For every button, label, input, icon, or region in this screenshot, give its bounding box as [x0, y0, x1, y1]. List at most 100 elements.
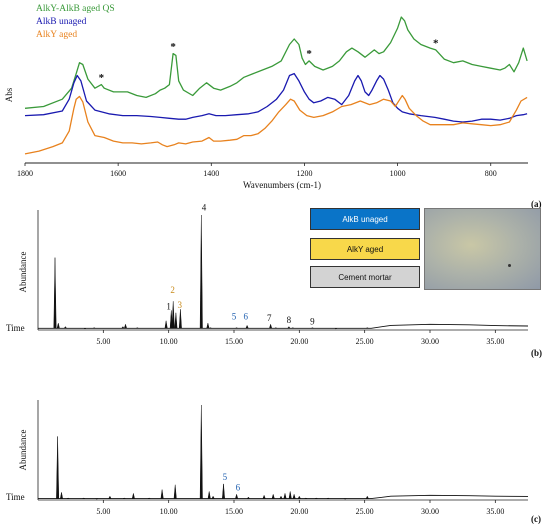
panel-b-peak-19	[274, 327, 278, 329]
panel-c-peak-13	[211, 495, 215, 499]
panel-b-peak-0	[53, 257, 57, 329]
panel-c-peak-23	[297, 495, 301, 499]
panel-b-peak-label-7: 8	[287, 315, 292, 325]
panel-c-tick-label-0: 5.00	[96, 507, 110, 516]
panel-c-tick-label-5: 30.00	[421, 507, 439, 516]
panel-b-tick-label-4: 25.00	[356, 337, 374, 346]
panel-b-peak-24	[365, 327, 369, 329]
panel-b-peak-label-0: 1	[166, 301, 171, 311]
panel-b-trace	[38, 214, 529, 330]
panel-a-asterisk-1: *	[170, 41, 176, 53]
panel-c-peak-1	[59, 492, 64, 499]
panel-c-peak-19	[279, 495, 283, 499]
panel-c-peak-5	[108, 495, 112, 499]
panel-b-tick-label-3: 20.00	[290, 337, 308, 346]
panel-c-peak-20	[283, 493, 287, 499]
panel-c-peak-9	[160, 489, 164, 499]
panel-b-tick-label-1: 10.00	[160, 337, 178, 346]
panel-c-tick-label-3: 20.00	[290, 507, 308, 516]
panel-c-peak-11	[199, 404, 203, 499]
panel-b-peak-11	[174, 312, 178, 329]
panel-c-peak-22	[292, 493, 296, 499]
panel-c-tick-label-1: 10.00	[160, 507, 178, 516]
panel-c-peak-16	[246, 496, 251, 499]
panel-b-label: (b)	[531, 348, 542, 358]
panel-a-tick-label-5: 800	[485, 169, 497, 178]
panel-c-peak-28	[365, 495, 369, 499]
panel-a-tick-label-4: 1000	[390, 169, 406, 178]
panel-c-peak-7	[131, 493, 135, 499]
panel-c-peak-18	[271, 493, 275, 499]
panel-b-peak-4	[92, 327, 96, 329]
panel-a-asterisk-2: *	[306, 48, 312, 60]
panel-b-peak-label-2: 3	[178, 300, 183, 310]
panel-c-tick-label-6: 35.00	[486, 507, 504, 516]
panel-a-series-1	[24, 72, 528, 123]
panel-a: 1800 1600 1400 1200 1000 800 * * * * Abs Wavenum…	[4, 4, 542, 209]
panel-a-annotations: * * * *	[99, 37, 439, 84]
panel-b-peak-20	[287, 326, 291, 329]
panel-c-tick-label-4: 25.00	[356, 507, 374, 516]
panel-c-peak-17	[262, 494, 266, 499]
panel-b-peak-8	[164, 320, 168, 329]
panel-b-peak-16	[235, 327, 238, 329]
panel-c-xlabel: Time	[6, 492, 25, 502]
panel-b-peak-13	[199, 214, 203, 329]
legend-b-cement-mortar: Cement mortar	[310, 266, 420, 288]
panel-b-peak-15	[209, 327, 212, 329]
panel-b-peak-12	[178, 309, 182, 329]
panel-b-tick-label-2: 15.00	[225, 337, 243, 346]
panel-c-peak-4	[95, 498, 99, 500]
panel-c-peak-0	[56, 436, 60, 499]
panel-b-peak-label-5: 6	[244, 312, 249, 322]
panel-c-peak-14	[222, 483, 225, 499]
panel-c-peak-label-0: 5	[223, 472, 228, 482]
panel-b-peak-7	[135, 327, 139, 329]
panel-b-peak-label-3: 4	[202, 202, 207, 212]
panel-b-peak-23	[334, 328, 338, 330]
legend-a-0: AlkY-AlkB aged QS	[36, 4, 115, 14]
legend-b-alky-aged: AlkY aged	[310, 238, 420, 260]
panel-b-xlabel: Time	[6, 323, 25, 333]
panel-a-xlabel: Wavenumbers (cm-1)	[243, 180, 321, 190]
panel-c-peak-12	[207, 491, 211, 499]
sample-photo	[424, 208, 541, 290]
panel-a-asterisk-3: *	[433, 37, 439, 49]
panel-b-peak-label-8: 9	[310, 316, 315, 326]
panel-b-peak-2	[63, 326, 68, 329]
panel-b-peak-18	[269, 323, 273, 329]
panel-a-series-0	[24, 16, 528, 109]
legend-a-1: AlkB unaged	[36, 17, 87, 27]
panel-a-series-2	[24, 94, 528, 155]
panel-a-tick-label-2: 1400	[203, 169, 219, 178]
panel-a-asterisk-0: *	[99, 72, 105, 84]
panel-c-baseline	[38, 494, 529, 500]
panel-b: 5.00 10.00 15.00 20.00 25.00 30.00 35.00 12345…	[6, 202, 542, 358]
panel-b-peak-label-1: 2	[170, 285, 175, 295]
panel-c-label: (c)	[531, 514, 541, 524]
panel-a-tick-label-3: 1200	[296, 169, 312, 178]
panel-a-x-ticks: 1800 1600 1400 1200 1000 800	[17, 163, 497, 178]
panel-a-tick-label-1: 1600	[110, 169, 126, 178]
panel-b-tick-label-0: 5.00	[96, 337, 110, 346]
panel-c-peak-10	[173, 484, 177, 499]
panel-b-x-ticks: 5.00 10.00 15.00 20.00 25.00 30.00 35.00	[96, 330, 504, 346]
panel-b-peak-label-4: 5	[232, 312, 237, 322]
panel-c: 5.00 10.00 15.00 20.00 25.00 30.00 35.00 56 Ab…	[6, 400, 541, 524]
panel-c-ylabel: Abundance	[18, 430, 28, 471]
panel-b-peak-1	[56, 323, 60, 329]
panel-a-ylabel: Abs	[4, 87, 14, 102]
panel-a-tick-label-0: 1800	[17, 169, 33, 178]
legend-b-alkb-unaged: AlkB unaged	[310, 208, 420, 230]
panel-b-peak-9	[169, 310, 173, 329]
panel-c-x-ticks: 5.00 10.00 15.00 20.00 25.00 30.00 35.00	[96, 500, 504, 516]
panel-b-tick-label-6: 35.00	[486, 337, 504, 346]
panel-a-series	[24, 16, 528, 155]
panel-c-peak-21	[288, 491, 292, 499]
panel-b-baseline	[38, 323, 529, 329]
panel-a-label: (a)	[531, 199, 542, 209]
legend-a-2: AlkY aged	[36, 30, 77, 40]
panel-c-peak-label-1: 6	[236, 483, 241, 493]
panel-c-peak-15	[235, 493, 239, 499]
